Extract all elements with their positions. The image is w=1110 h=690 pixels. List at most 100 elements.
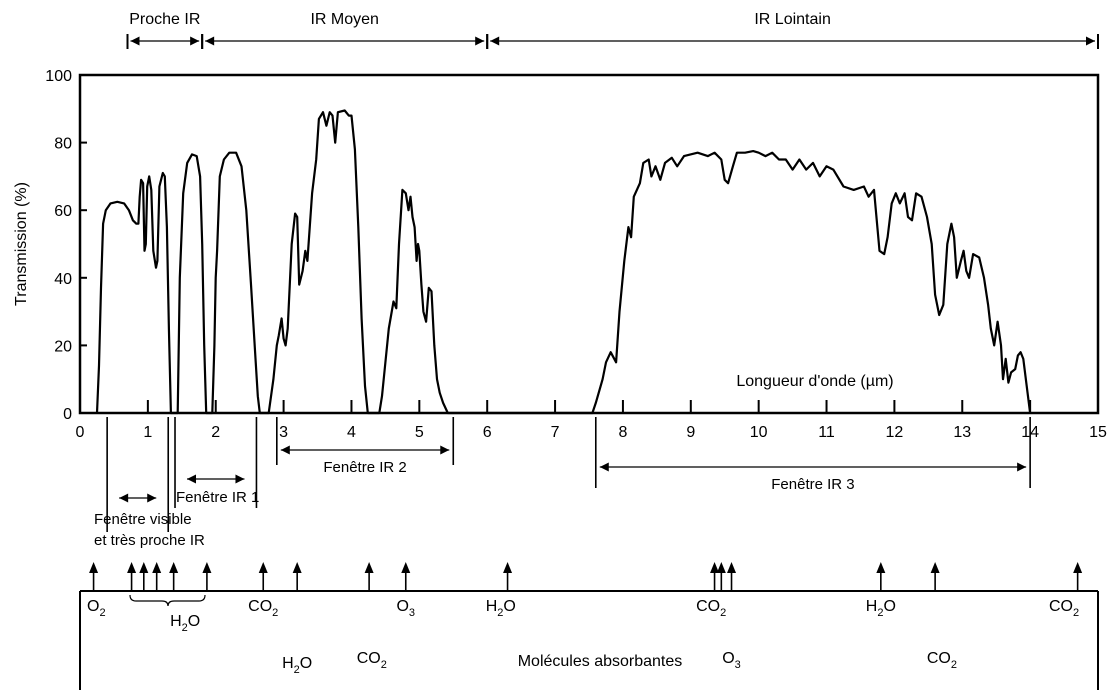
molecule-tail: O [188,613,200,630]
x-tick-label: 3 [279,424,288,441]
molecule-label: CO2 [696,598,726,619]
window-arrow-arrow-left [599,462,609,472]
x-tick-label: 5 [415,424,424,441]
absorption-arrow [292,562,302,573]
molecule-subscript: 3 [409,607,415,619]
molecule-subscript: 2 [720,607,726,619]
absorption-arrow [364,562,374,573]
band-arrow-arrow-right [190,36,200,46]
molecule-subscript: 2 [294,664,300,676]
molecule-subscript: 2 [99,607,105,619]
y-tick-label: 100 [45,68,72,85]
x-tick-label: 1 [143,424,152,441]
molecule-label: CO2 [248,598,278,619]
window-arrow-arrow-left [119,493,129,503]
molecule-subscript: 3 [735,659,741,671]
transmission-curve [95,109,1032,415]
x-tick-label: 8 [618,424,627,441]
molecule-base: H [486,598,498,615]
molecule-subscript: 2 [497,607,503,619]
molecule-tail: O [300,655,312,672]
molecule-base: H [170,613,182,630]
x-tick-label: 7 [551,424,560,441]
y-tick-label: 40 [54,271,72,288]
window-arrow-arrow-right [440,445,450,455]
x-tick-label: 4 [347,424,356,441]
window-arrow-arrow-right [235,474,245,484]
band-brackets: Proche IR IR Moyen IR Lointain [126,11,1099,49]
band-arrow-arrow-right [475,36,485,46]
molecule-label: CO2 [927,650,957,671]
molecule-base: CO [248,598,272,615]
molecule-label: CO2 [357,650,387,671]
window-label: Fenêtre IR 1 [176,489,259,506]
molecule-base: CO [927,650,951,667]
molecule-label: CO2 [1049,598,1079,619]
molecule-base: H [282,655,294,672]
molecule-base: CO [696,598,720,615]
absorption-arrow [503,562,513,573]
molecule-subscript: 2 [1073,607,1079,619]
molecule-label: H2O [866,598,896,619]
y-tick-label: 0 [63,406,72,423]
absorption-arrow [727,562,737,573]
window-label: Fenêtre IR 2 [323,459,406,476]
molecule-subscript: 2 [381,659,387,671]
plot-frame [78,73,1100,415]
window-label: Fenêtre visible [94,511,192,528]
band-arrow-arrow-left [490,36,500,46]
h2o-brace [129,594,206,607]
absorption-arrow [1073,562,1083,573]
x-tick-label: 11 [818,424,835,441]
y-tick-label: 20 [54,338,72,355]
absorbers-title: Molécules absorbantes [518,653,683,670]
molecule-label: O2 [87,598,106,619]
molecule-subscript: 2 [877,607,883,619]
x-tick-label: 6 [483,424,492,441]
absorption-arrow [169,562,179,573]
x-axis-ticks: 0 1 2 3 4 5 6 7 8 9 10 11 12 13 14 15 [76,400,1107,441]
absorption-arrow [258,562,268,573]
x-tick-label: 9 [686,424,695,441]
molecule-base: O [396,598,408,615]
y-tick-label: 60 [54,203,72,220]
molecule-subscript: 2 [951,659,957,671]
x-axis-label: Longueur d'onde (µm) [736,373,893,390]
window-label: Fenêtre IR 3 [771,476,854,493]
x-tick-label: 12 [886,424,904,441]
window-arrow-arrow-left [187,474,197,484]
molecule-base: O [87,598,99,615]
molecule-label: O3 [396,598,415,619]
absorption-arrow [202,562,212,573]
window-arrow-arrow-right [1017,462,1027,472]
band-label: IR Moyen [310,11,378,28]
x-tick-label: 0 [76,424,85,441]
molecule-label: H2O [282,655,312,676]
y-axis-label: Transmission (%) [13,182,30,306]
window-label: et très proche IR [94,532,205,549]
absorption-arrow [89,562,99,573]
x-tick-label: 2 [211,424,220,441]
molecule-base: O [722,650,734,667]
y-axis: 0 20 40 60 80 100 [45,68,87,423]
x-tick-label: 15 [1089,424,1107,441]
absorption-arrow [876,562,886,573]
window-arrow-arrow-left [280,445,290,455]
absorption-arrow [710,562,720,573]
x-tick-label: 10 [750,424,768,441]
absorption-arrow [152,562,162,573]
window-arrow-arrow-right [147,493,157,503]
absorption-arrow [716,562,726,573]
absorption-arrow [139,562,149,573]
y-tick-label: 80 [54,136,72,153]
window-brackets: Fenêtre visible et très proche IR Fenêtre … [94,417,1031,549]
absorption-arrow [930,562,940,573]
band-arrow-arrow-right [1086,36,1095,46]
molecule-subscript: 2 [272,607,278,619]
molecule-base: CO [1049,598,1073,615]
molecule-label: H2O [486,598,516,619]
molecule-tail: O [503,598,515,615]
molecule-base: CO [357,650,381,667]
molecule-subscript: 2 [182,622,188,634]
